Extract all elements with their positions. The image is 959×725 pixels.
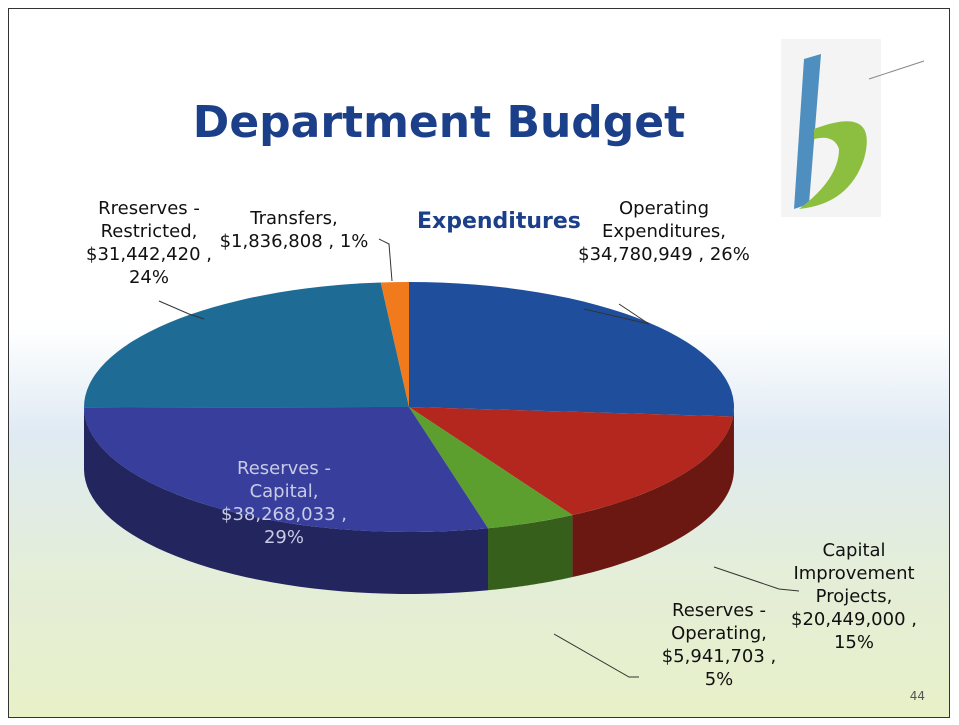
pie-slice bbox=[409, 407, 734, 516]
leader-line bbox=[583, 303, 650, 325]
chart-title: Expenditures bbox=[417, 209, 581, 234]
category-label: Rreserves - Restricted, bbox=[98, 198, 200, 242]
title: Department Budget bbox=[192, 97, 686, 148]
pie-slice bbox=[380, 282, 409, 407]
category-label: Capital Improvement Projects, bbox=[793, 540, 915, 607]
pie-slice bbox=[84, 282, 410, 408]
slice-label: Rreserves - Restricted, $31,442,420 , 24… bbox=[69, 197, 229, 289]
value-label: $31,442,420 , bbox=[86, 244, 212, 265]
leader-line bbox=[158, 300, 205, 320]
percent-label: 5% bbox=[704, 669, 734, 690]
pie-slice bbox=[409, 407, 573, 529]
value-label: $34,780,949 , bbox=[578, 244, 705, 265]
pie-side bbox=[84, 407, 489, 594]
leader-line bbox=[553, 633, 639, 678]
pie-slice bbox=[409, 282, 734, 417]
page-number: 44 bbox=[909, 689, 925, 703]
chart bbox=[84, 39, 925, 678]
percent-label: 26% bbox=[709, 244, 750, 265]
pie-sides bbox=[84, 407, 734, 594]
pie-slice bbox=[84, 407, 489, 532]
percent-label: 15% bbox=[833, 632, 874, 653]
slice-label: Operating Expenditures, $34,780,949 , 26… bbox=[574, 197, 754, 266]
slide: Department Budget Expenditures 44 Operat… bbox=[8, 8, 950, 718]
percent-label: 24% bbox=[128, 267, 169, 288]
pie-side bbox=[733, 407, 734, 479]
value-label: $1,836,808 , bbox=[219, 231, 335, 252]
category-label: Reserves - Operating, bbox=[671, 600, 767, 644]
slice-label: Reserves - Capital, $38,268,033 , 29% bbox=[209, 457, 359, 549]
logo bbox=[781, 39, 925, 217]
value-label: $38,268,033 , bbox=[221, 504, 347, 525]
pie-side bbox=[572, 416, 734, 578]
slice-label: Capital Improvement Projects, $20,449,00… bbox=[769, 539, 939, 654]
leader-line bbox=[713, 566, 800, 592]
slice-label: Reserves - Operating, $5,941,703 , 5% bbox=[649, 599, 789, 691]
pie-tops bbox=[84, 282, 734, 532]
percent-label: 1% bbox=[339, 231, 369, 252]
value-label: $20,449,000 , bbox=[791, 609, 917, 630]
category-label: Reserves - Capital, bbox=[237, 458, 331, 502]
category-label: Transfers, bbox=[250, 208, 338, 229]
value-label: $5,941,703 , bbox=[661, 646, 777, 667]
percent-label: 29% bbox=[263, 527, 304, 548]
category-label: Operating Expenditures, bbox=[601, 198, 726, 242]
slice-label: Transfers, $1,836,808 , 1% bbox=[209, 207, 379, 253]
pie-side bbox=[488, 515, 573, 591]
leader-line bbox=[378, 238, 393, 282]
